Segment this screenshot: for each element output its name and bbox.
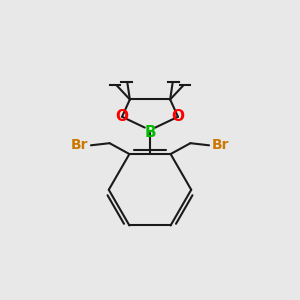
Text: O: O (172, 109, 184, 124)
Text: B: B (144, 125, 156, 140)
Text: Br: Br (71, 138, 88, 152)
Text: O: O (116, 109, 128, 124)
Text: Br: Br (212, 138, 229, 152)
